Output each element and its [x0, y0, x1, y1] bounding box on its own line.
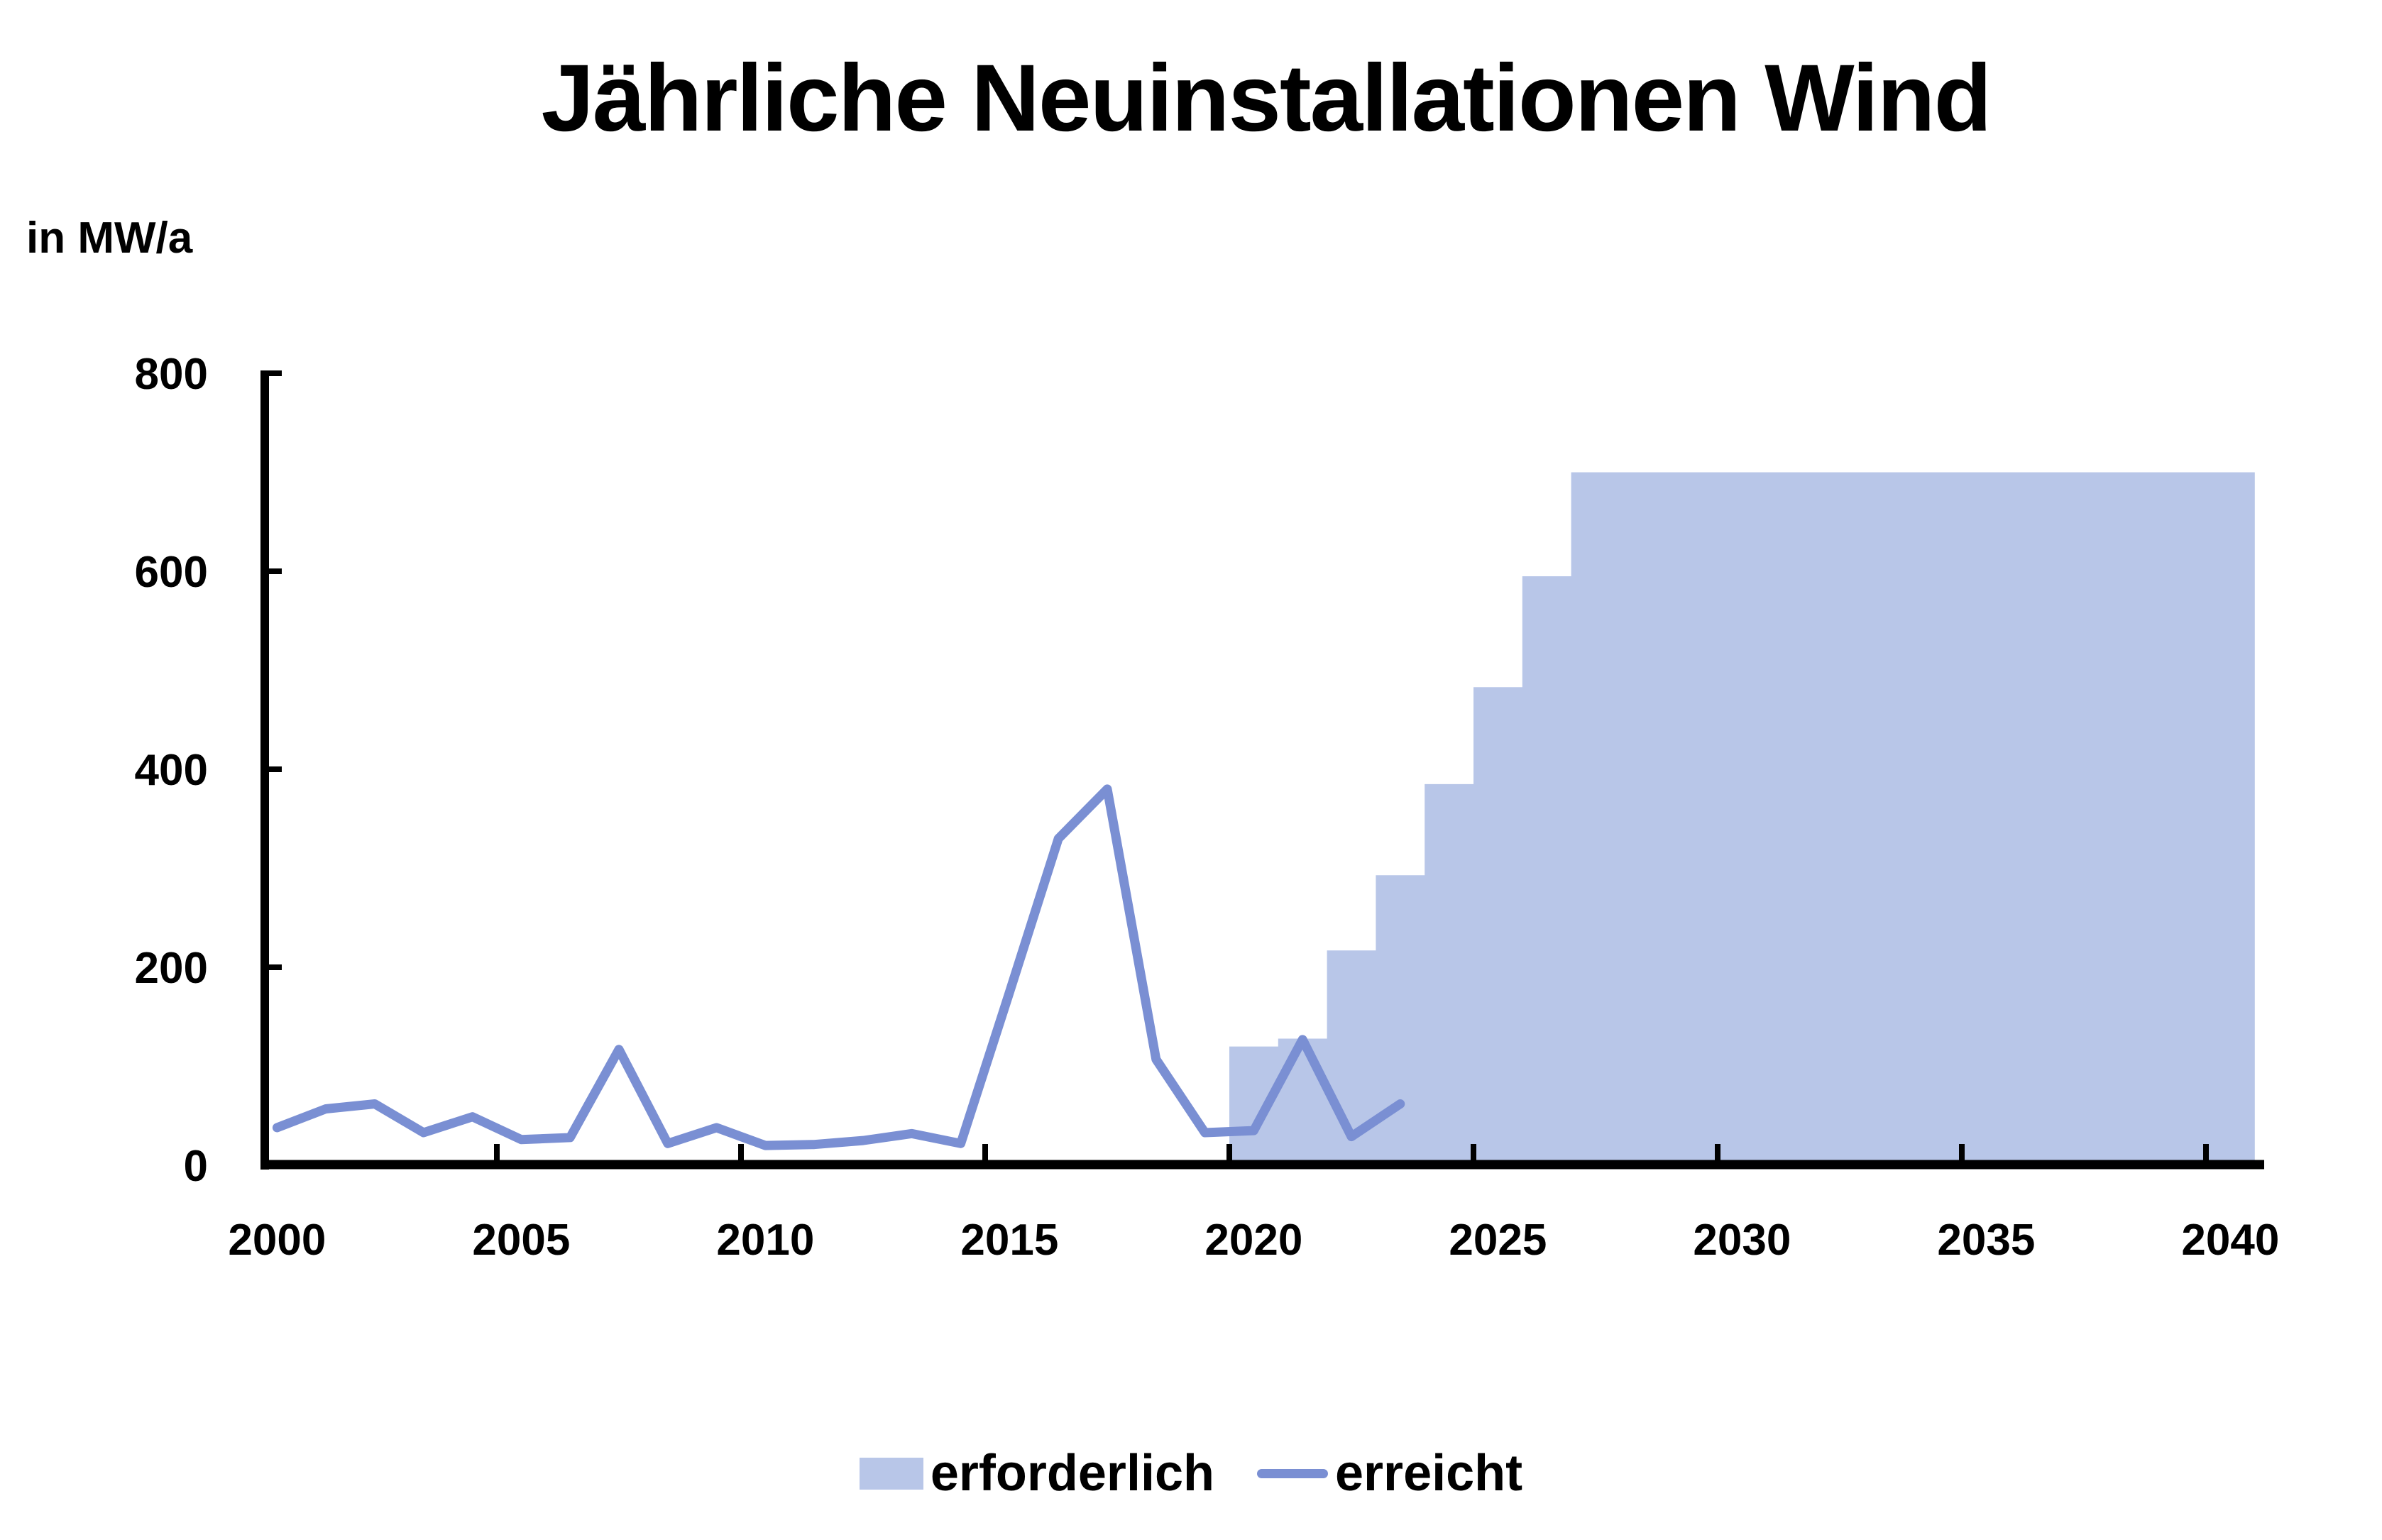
legend-label-erforderlich: erforderlich: [930, 1445, 1214, 1502]
x-tick-label: 2000: [228, 1216, 326, 1265]
x-tick-label: 2005: [472, 1216, 570, 1265]
x-tick-label: 2015: [960, 1216, 1058, 1265]
chart-title: Jährliche Neuinstallationen Wind: [541, 45, 1992, 151]
x-tick-label: 2040: [2181, 1216, 2279, 1265]
achieved-line: [272, 784, 1405, 1150]
legend-area-swatch: [859, 1457, 923, 1490]
legend: erforderlich erreicht: [0, 1444, 2382, 1502]
x-tick-label: 2030: [1693, 1216, 1791, 1265]
y-tick-label: 400: [135, 746, 208, 795]
x-tick-label: 2025: [1449, 1216, 1547, 1265]
y-axis-unit-label: in MW/a: [26, 214, 193, 263]
legend-line-swatch: [1256, 1468, 1328, 1478]
required-area: [1229, 472, 2255, 1165]
legend-label-erreicht: erreicht: [1334, 1445, 1523, 1502]
x-tick-label: 2020: [1204, 1216, 1302, 1265]
y-tick-label: 600: [135, 548, 208, 597]
y-tick-label: 200: [135, 944, 208, 993]
y-tick-label: 0: [184, 1142, 208, 1191]
x-tick-label: 2010: [716, 1216, 814, 1265]
x-tick-label: 2035: [1937, 1216, 2035, 1265]
y-tick-label: 800: [135, 350, 208, 399]
